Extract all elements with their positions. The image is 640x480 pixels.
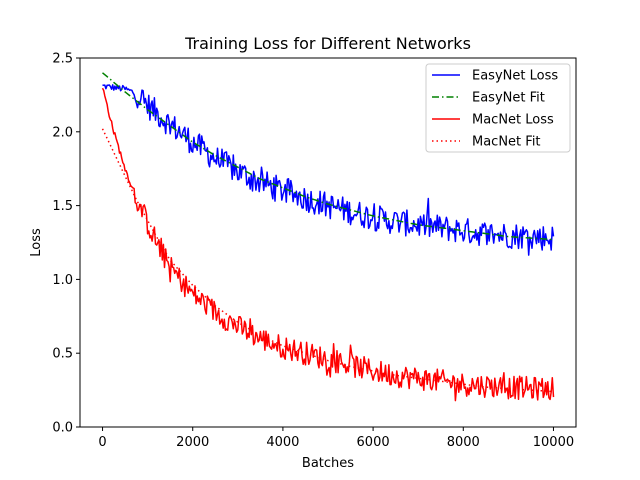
- x-axis-label: Batches: [302, 456, 354, 471]
- y-tick-label: 0.0: [52, 421, 73, 436]
- y-tick-label: 0.5: [52, 347, 73, 362]
- legend-label: MacNet Fit: [472, 135, 541, 150]
- x-tick-label: 2000: [176, 435, 209, 450]
- x-tick-label: 0: [98, 435, 106, 450]
- y-axis: 0.0 0.5 1.0 1.5 2.0 2.5: [52, 52, 80, 436]
- legend-label: EasyNet Loss: [472, 69, 558, 84]
- legend: EasyNet Loss EasyNet Fit MacNet Loss MacNet…: [425, 63, 571, 153]
- chart-title: Training Loss for Different Networks: [184, 34, 471, 53]
- y-axis-label: Loss: [29, 228, 44, 257]
- legend-box: [425, 63, 571, 153]
- series-line-macnet-loss: [101, 87, 555, 402]
- series-line-easynet-fit: [102, 72, 554, 241]
- y-tick-label: 2.0: [52, 125, 73, 140]
- y-tick-label: 1.5: [52, 199, 73, 214]
- series-line-easynet-loss: [102, 84, 555, 256]
- legend-label: EasyNet Fit: [472, 91, 545, 106]
- y-tick-label: 1.0: [52, 273, 73, 288]
- plot-area: [79, 57, 577, 428]
- x-tick-label: 10000: [533, 435, 574, 450]
- x-tick-label: 4000: [266, 435, 299, 450]
- x-tick-label: 6000: [357, 435, 390, 450]
- y-tick-label: 2.5: [52, 52, 73, 67]
- x-axis: 0 2000 4000 6000 8000 10000: [98, 427, 574, 450]
- plot-frame: [79, 57, 577, 428]
- x-tick-label: 8000: [447, 435, 480, 450]
- series-line-macnet-fit: [101, 128, 554, 393]
- legend-label: MacNet Loss: [472, 113, 554, 128]
